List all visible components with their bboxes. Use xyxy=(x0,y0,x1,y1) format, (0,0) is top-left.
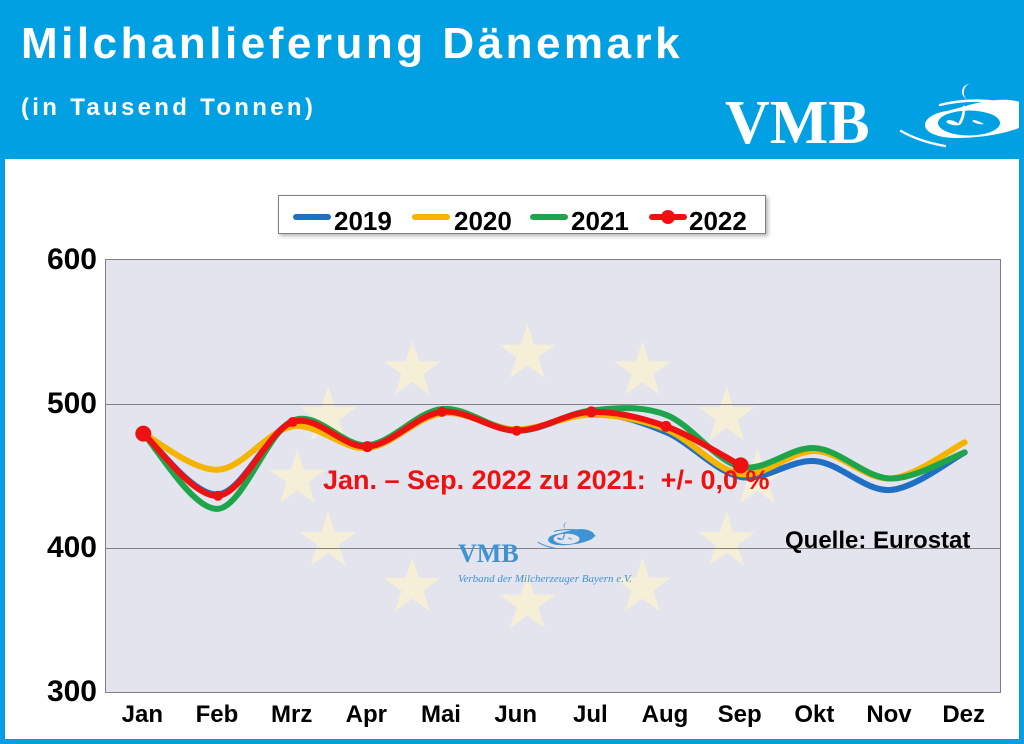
svg-text:VMB: VMB xyxy=(458,539,519,568)
svg-text:VMB: VMB xyxy=(725,89,870,157)
